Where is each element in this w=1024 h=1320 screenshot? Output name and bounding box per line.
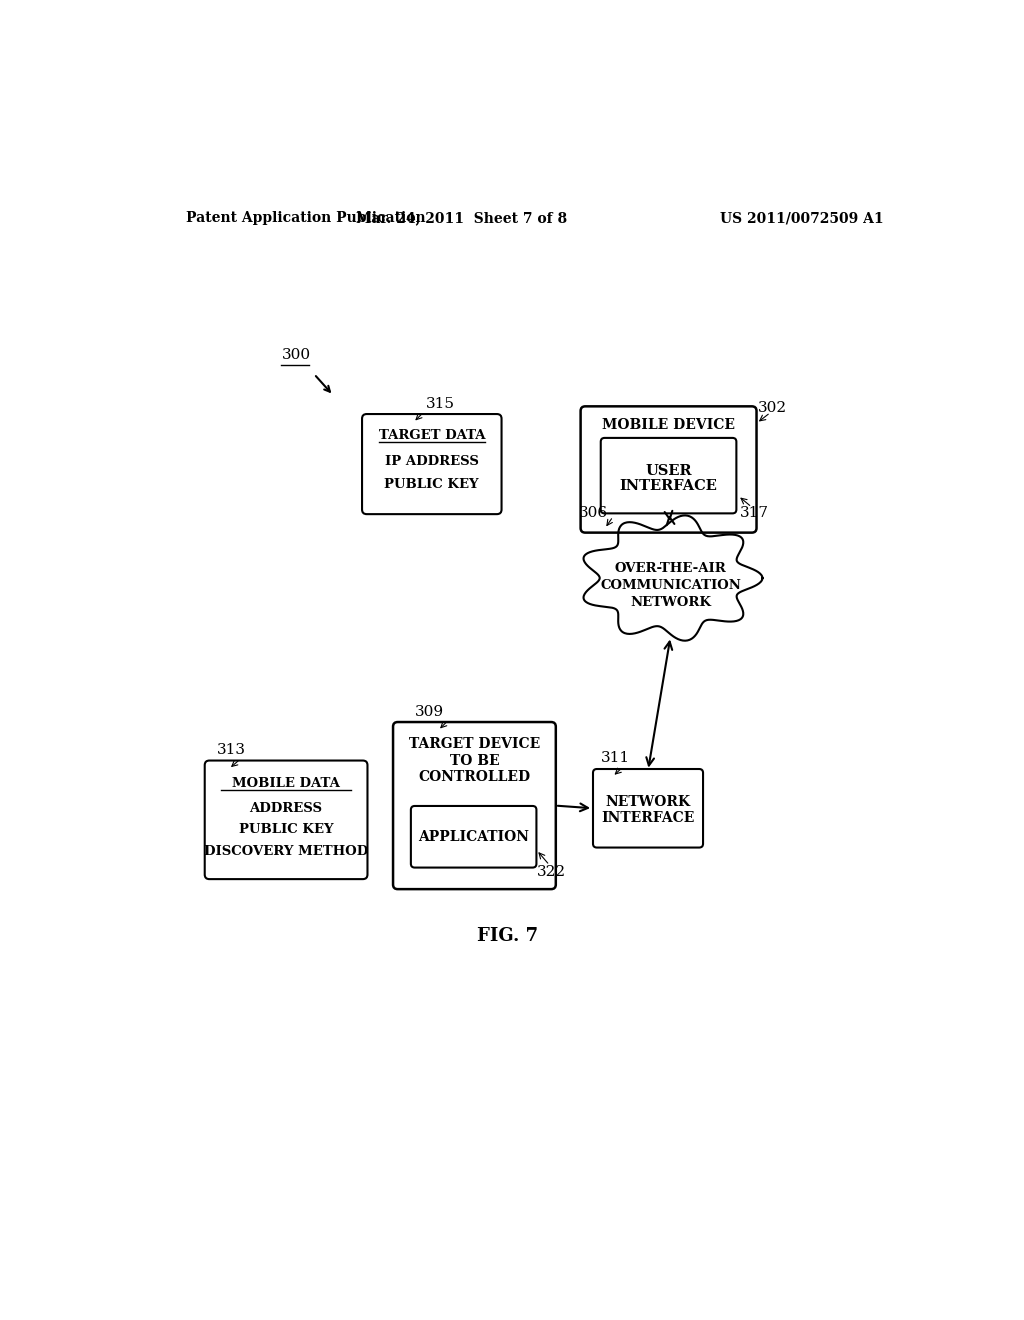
Text: Mar. 24, 2011  Sheet 7 of 8: Mar. 24, 2011 Sheet 7 of 8 bbox=[355, 211, 567, 226]
Text: NETWORK: NETWORK bbox=[630, 597, 711, 610]
Text: 311: 311 bbox=[601, 751, 630, 766]
FancyBboxPatch shape bbox=[362, 414, 502, 515]
Text: FIG. 7: FIG. 7 bbox=[477, 927, 539, 945]
Text: Patent Application Publication: Patent Application Publication bbox=[186, 211, 426, 226]
Text: 317: 317 bbox=[740, 507, 769, 520]
Text: PUBLIC KEY: PUBLIC KEY bbox=[239, 822, 334, 836]
Text: APPLICATION: APPLICATION bbox=[418, 830, 529, 843]
Text: USER: USER bbox=[645, 465, 692, 478]
Text: TO BE: TO BE bbox=[450, 754, 500, 767]
Text: CONTROLLED: CONTROLLED bbox=[419, 771, 530, 784]
FancyBboxPatch shape bbox=[601, 438, 736, 513]
Text: IP ADDRESS: IP ADDRESS bbox=[385, 455, 479, 469]
Text: ADDRESS: ADDRESS bbox=[250, 801, 323, 814]
Text: DISCOVERY METHOD: DISCOVERY METHOD bbox=[204, 845, 369, 858]
Text: INTERFACE: INTERFACE bbox=[620, 479, 718, 494]
Text: MOBILE DEVICE: MOBILE DEVICE bbox=[602, 418, 735, 432]
Text: 313: 313 bbox=[217, 743, 246, 758]
Text: US 2011/0072509 A1: US 2011/0072509 A1 bbox=[721, 211, 884, 226]
FancyBboxPatch shape bbox=[581, 407, 757, 533]
Text: 315: 315 bbox=[426, 397, 455, 411]
Text: 300: 300 bbox=[282, 348, 310, 363]
Text: COMMUNICATION: COMMUNICATION bbox=[600, 579, 741, 593]
Text: TARGET DATA: TARGET DATA bbox=[379, 429, 485, 442]
FancyBboxPatch shape bbox=[411, 807, 537, 867]
Text: 302: 302 bbox=[758, 401, 787, 414]
Text: 309: 309 bbox=[415, 705, 443, 719]
Text: PUBLIC KEY: PUBLIC KEY bbox=[384, 478, 479, 491]
FancyBboxPatch shape bbox=[593, 770, 703, 847]
FancyBboxPatch shape bbox=[393, 722, 556, 890]
Text: 322: 322 bbox=[537, 866, 565, 879]
Text: TARGET DEVICE: TARGET DEVICE bbox=[409, 737, 540, 751]
Text: 306: 306 bbox=[579, 507, 608, 520]
Text: MOBILE DATA: MOBILE DATA bbox=[232, 777, 340, 791]
Text: NETWORK: NETWORK bbox=[605, 795, 690, 809]
Text: OVER-THE-AIR: OVER-THE-AIR bbox=[614, 562, 726, 576]
FancyBboxPatch shape bbox=[205, 760, 368, 879]
Text: INTERFACE: INTERFACE bbox=[601, 810, 694, 825]
